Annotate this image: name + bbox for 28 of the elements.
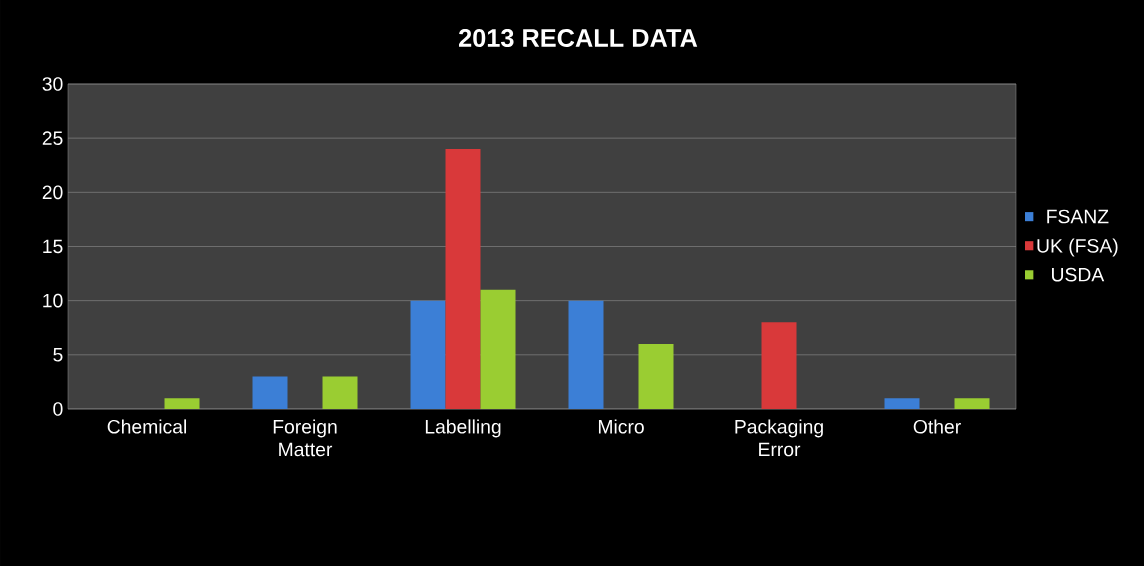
y-tick-label: 5 (53, 348, 63, 362)
bar (761, 322, 797, 409)
legend-label: USDA (1052, 267, 1105, 282)
y-tick-label: 20 (42, 185, 63, 200)
x-tick-label: Foreign Matter (273, 419, 337, 457)
bar (480, 289, 516, 409)
y-tick-label: 10 (43, 293, 63, 308)
bar (410, 300, 446, 409)
bar (638, 343, 674, 409)
bar (884, 398, 920, 409)
bar (322, 376, 358, 409)
bar (252, 376, 288, 409)
legend-label: FSANZ (1047, 209, 1109, 224)
x-tick-label: Micro (598, 419, 644, 434)
x-tick-label: Packaging Error (735, 419, 823, 457)
y-tick-label: 30 (42, 77, 63, 91)
y-tick-label: 0 (53, 402, 63, 416)
x-tick-label: Labelling (425, 419, 501, 438)
x-tick-label: Chemical (107, 419, 186, 434)
y-tick-label: 25 (42, 131, 63, 145)
y-tick-label: 15 (43, 239, 63, 254)
bar (954, 398, 990, 409)
bar (568, 300, 604, 409)
x-tick-label: Other (913, 419, 961, 434)
legend-label: UK (FSA) (1037, 238, 1118, 257)
bar (164, 398, 200, 409)
chart-title: 2013 RECALL DATA (459, 29, 698, 47)
bar (445, 148, 481, 409)
